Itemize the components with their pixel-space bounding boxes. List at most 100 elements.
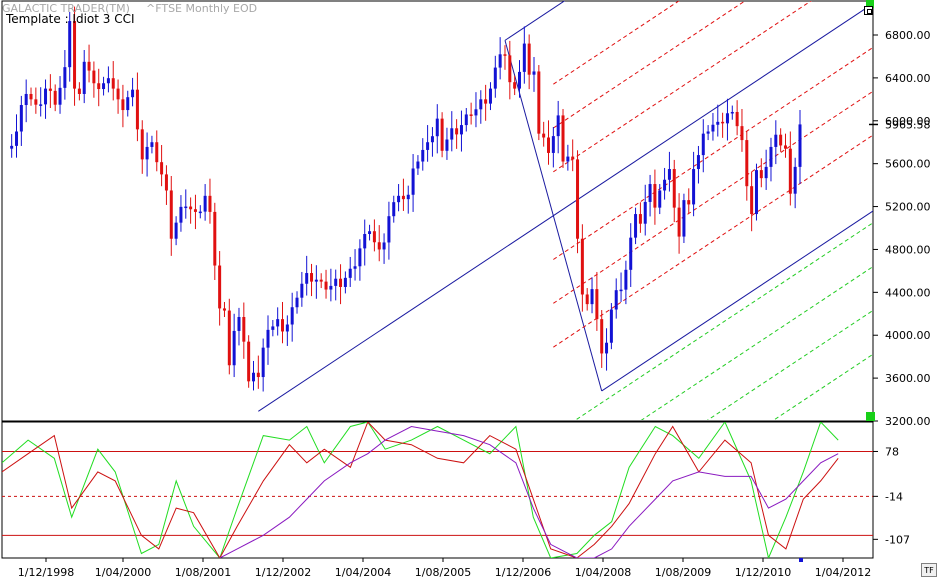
candle-body: [701, 133, 705, 156]
candle-body: [692, 169, 696, 205]
price-tick-label: 4400.00: [885, 286, 931, 299]
price-tick-label: 6400.00: [885, 72, 931, 85]
candle-body: [721, 121, 725, 124]
candle-body: [513, 82, 517, 89]
cci-series-line: [2, 422, 839, 558]
candle-body: [716, 121, 720, 125]
candle-body: [97, 83, 101, 90]
price-tick-label: 3200.00: [885, 415, 931, 428]
candle-body: [566, 156, 570, 162]
candle-body: [764, 166, 768, 179]
candle-body: [464, 114, 468, 126]
candle-body: [643, 201, 647, 224]
price-tick-label: 3600.00: [885, 372, 931, 385]
candle-body: [663, 179, 667, 191]
candle-body: [595, 289, 599, 320]
candle-body: [343, 277, 347, 287]
candle-body: [798, 124, 802, 167]
candle-body: [116, 88, 120, 100]
x-tick-label: 1/04/2000: [95, 566, 151, 579]
candle-body: [358, 248, 362, 267]
candle-body: [77, 88, 81, 94]
candle-body: [687, 200, 691, 205]
candle-body: [445, 139, 449, 151]
candle-body: [160, 162, 164, 175]
candle-body: [711, 124, 715, 132]
x-tick-label: 1/04/2012: [815, 566, 871, 579]
candle-body: [658, 190, 662, 208]
pitchfork-median: [258, 3, 873, 412]
candle-body: [82, 61, 86, 94]
candle-body: [222, 308, 226, 311]
green-square-top: [866, 0, 874, 8]
cci-tick-label: -14: [885, 490, 903, 503]
tf-button[interactable]: TF: [921, 563, 937, 577]
candle-body: [648, 184, 652, 202]
candle-body: [319, 279, 323, 282]
candle-body: [600, 319, 604, 354]
maximize-icon[interactable]: [864, 6, 873, 15]
candle-body: [696, 155, 700, 170]
red-dashed-parallel: [553, 1, 812, 173]
candle-body: [430, 136, 434, 143]
price-tick-label: 6000.00: [885, 115, 931, 128]
x-tick-label: 1/04/2004: [335, 566, 391, 579]
candle-body: [34, 99, 38, 105]
candle-body: [63, 67, 67, 88]
price-tick-label: 5600.00: [885, 158, 931, 171]
candle-body: [150, 142, 154, 147]
candle-body: [503, 54, 507, 56]
candle-body: [29, 93, 33, 100]
cci-tick-label: 78: [885, 445, 899, 458]
candle-body: [725, 113, 729, 124]
candle-body: [48, 88, 52, 91]
candle-body: [779, 134, 783, 146]
candle-body: [290, 307, 294, 325]
green-dashed-parallel: [640, 266, 873, 420]
candle-body: [39, 104, 43, 106]
candle-body: [377, 242, 381, 250]
candle-body: [561, 115, 565, 162]
candle-body: [527, 43, 531, 75]
candle-body: [556, 115, 560, 137]
candle-body: [783, 145, 787, 149]
candle-body: [459, 125, 463, 135]
candle-body: [213, 211, 217, 266]
candle-body: [189, 206, 193, 210]
candle-body: [498, 54, 502, 68]
candle-body: [411, 168, 415, 195]
candle-body: [155, 142, 159, 163]
candle-body: [334, 278, 338, 286]
red-dashed-parallel: [553, 46, 873, 260]
red-dashed-parallel: [553, 90, 873, 304]
candle-body: [677, 207, 681, 237]
candle-body: [324, 281, 328, 290]
candle-body: [585, 294, 589, 305]
candle-body: [479, 99, 483, 110]
candle-body: [58, 87, 62, 105]
candle-body: [68, 21, 72, 68]
candle-body: [363, 234, 367, 249]
candle-body: [145, 146, 149, 160]
candle-body: [271, 326, 275, 330]
candle-body: [368, 231, 372, 235]
x-tick-label: 1/08/2001: [175, 566, 231, 579]
candle-body: [53, 90, 57, 105]
symbol-title: ^FTSE Monthly EOD: [146, 2, 258, 15]
candle-body: [542, 133, 546, 138]
candle-body: [638, 214, 642, 224]
candle-body: [605, 342, 609, 354]
price-tick-label: 4000.00: [885, 329, 931, 342]
candle-body: [435, 118, 439, 137]
candle-body: [517, 71, 521, 89]
candle-body: [329, 285, 333, 290]
candle-body: [285, 324, 289, 332]
candle-body: [745, 140, 749, 187]
price-tick-label: 5200.00: [885, 201, 931, 214]
candle-body: [92, 70, 96, 84]
candle-body: [730, 111, 734, 114]
candle-body: [406, 194, 410, 200]
candle-body: [740, 126, 744, 141]
candle-body: [314, 279, 318, 282]
